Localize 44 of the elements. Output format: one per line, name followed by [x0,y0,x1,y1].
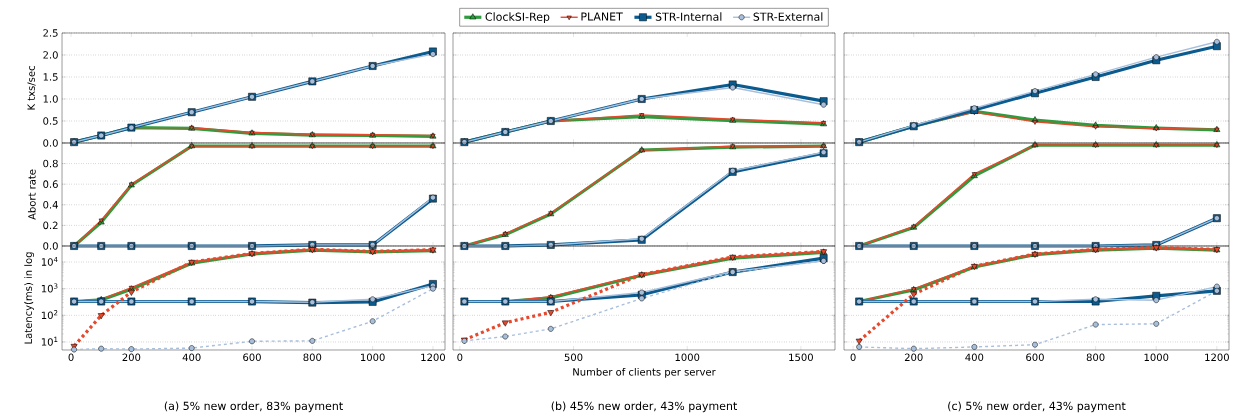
text: (c) 5% new order, 43% payment [948,401,1126,413]
x-tick-label: 400 [965,353,984,362]
y-axis-title: Abort rate [27,169,36,220]
x-tick-label: 200 [904,353,923,362]
y-tick-label: 2.5 [43,29,58,37]
text: (b) 45% new order, 43% payment [551,401,737,413]
x-tick-label: 800 [1086,353,1105,362]
y-tick-label: 10$^{1}$ [41,336,58,346]
y-tick-label: 0.0 [43,242,58,250]
x-tick-label: 1500 [789,353,813,362]
x-tick-label: 500 [564,353,583,362]
x-tick-label: 1000 [361,353,385,362]
y-tick-label: 0.8 [43,159,58,168]
y-axis-title: Latency(ms) in log [24,252,34,344]
y-tick-label: 1.0 [43,95,58,103]
x-tick-label: 600 [243,353,261,362]
x-tick-label: 1200 [1205,353,1229,362]
y-tick-label: 10$^{2}$ [41,310,58,320]
legend-label: STR-Internal [655,12,722,21]
x-tick-label: 600 [1026,353,1044,362]
x-tick-label: 400 [182,353,201,362]
y-tick-label: 10$^{3}$ [41,283,58,293]
text: (a) 5% new order, 83% payment [164,401,343,413]
x-tick-label: 1000 [1144,353,1169,362]
x-tick-label: 0 [68,353,74,362]
y-tick-label: 2.0 [43,51,58,59]
x-tick-label: 1200 [421,353,446,362]
legend-label: STR-External [753,12,823,21]
y-tick-label: 0.0 [43,139,58,147]
x-tick-label: 800 [303,353,322,362]
y-axis-title: K txs/sec [27,66,36,110]
legend-label: PLANET [581,12,623,21]
y-tick-label: 0.6 [43,180,58,188]
x-tick-label: 200 [122,353,141,362]
x-axis-title: Number of clients per server [573,367,716,378]
x-tick-label: 0 [850,353,856,362]
y-tick-label: 0.5 [43,117,58,125]
x-tick-label: 0 [457,353,463,362]
y-tick-label: 1.5 [43,73,58,81]
y-tick-label: 10$^{4}$ [41,256,58,266]
y-tick-label: 0.4 [43,200,58,209]
x-tick-label: 1000 [675,353,700,362]
y-tick-label: 0.2 [43,221,58,230]
legend-label: ClockSI-Rep [485,12,550,23]
